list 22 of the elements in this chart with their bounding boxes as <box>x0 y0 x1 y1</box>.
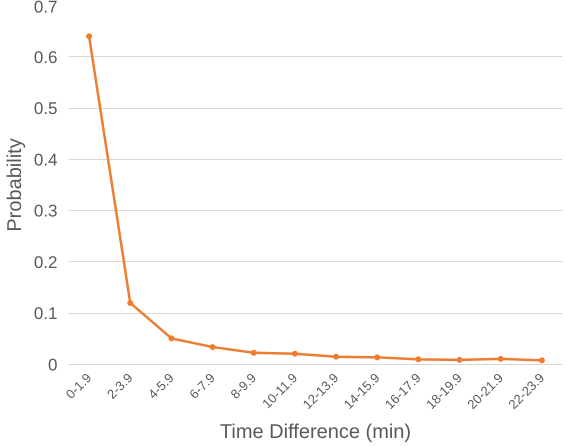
x-axis-title: Time Difference (min) <box>220 421 412 444</box>
point <box>210 344 216 350</box>
point <box>498 356 504 362</box>
y-tick-label: 0.3 <box>34 202 58 221</box>
point <box>127 300 134 306</box>
point <box>86 33 92 40</box>
y-tick-label: 0.4 <box>34 150 58 170</box>
y-tick-label: 0.1 <box>34 304 58 324</box>
point <box>292 350 298 357</box>
point <box>538 357 545 364</box>
point <box>333 354 340 360</box>
y-tick-label: 0.5 <box>34 99 58 118</box>
point <box>374 354 380 360</box>
point <box>168 335 174 342</box>
point <box>250 350 257 356</box>
y-axis-title: Probability <box>4 138 26 232</box>
point <box>456 356 463 363</box>
y-tick-label: 0.7 <box>34 0 58 16</box>
point <box>415 356 422 362</box>
y-tick-label: 0.2 <box>34 252 58 272</box>
y-tick-label: 0 <box>48 356 58 374</box>
y-tick-label: 0.6 <box>34 48 58 67</box>
